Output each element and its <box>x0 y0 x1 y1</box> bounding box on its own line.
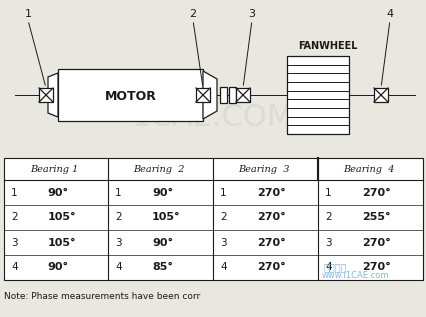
Text: 4: 4 <box>11 262 17 273</box>
Text: Bearing  4: Bearing 4 <box>342 165 393 173</box>
Text: 270°: 270° <box>361 187 390 197</box>
Text: 4: 4 <box>324 262 331 273</box>
Text: 仿真在线: 仿真在线 <box>322 262 346 272</box>
Bar <box>373 88 387 102</box>
Text: Note: Phase measurements have been corr: Note: Phase measurements have been corr <box>4 292 200 301</box>
Bar <box>228 87 236 103</box>
Text: 1CAE.COM: 1CAE.COM <box>132 103 294 133</box>
Bar <box>236 88 249 102</box>
Text: 4: 4 <box>219 262 226 273</box>
Text: FANWHEEL: FANWHEEL <box>297 41 357 51</box>
Polygon shape <box>48 73 58 117</box>
Text: 3: 3 <box>248 9 255 19</box>
Text: 4: 4 <box>115 262 121 273</box>
Bar <box>286 56 348 134</box>
Bar <box>39 88 53 102</box>
Text: 1: 1 <box>24 9 32 19</box>
Text: 3: 3 <box>115 237 121 248</box>
Text: 270°: 270° <box>256 212 285 223</box>
Text: 1: 1 <box>324 187 331 197</box>
Text: 270°: 270° <box>256 262 285 273</box>
Text: 2: 2 <box>115 212 121 223</box>
Text: 90°: 90° <box>152 237 173 248</box>
Text: MOTOR: MOTOR <box>104 89 156 102</box>
Text: 2: 2 <box>189 9 196 19</box>
Text: Bearing 1: Bearing 1 <box>30 165 78 173</box>
Text: 2: 2 <box>11 212 17 223</box>
Text: 2: 2 <box>219 212 226 223</box>
Text: 105°: 105° <box>48 212 76 223</box>
Text: 270°: 270° <box>361 262 390 273</box>
Text: 3: 3 <box>11 237 17 248</box>
Bar <box>4 158 422 280</box>
Text: Bearing  2: Bearing 2 <box>132 165 184 173</box>
Text: 105°: 105° <box>152 212 180 223</box>
Text: 90°: 90° <box>48 262 69 273</box>
Text: 1: 1 <box>11 187 17 197</box>
Text: 255°: 255° <box>361 212 390 223</box>
Text: www.i1CAE.com: www.i1CAE.com <box>320 271 388 281</box>
Bar <box>196 88 210 102</box>
Text: 270°: 270° <box>256 187 285 197</box>
Text: 270°: 270° <box>361 237 390 248</box>
Text: 90°: 90° <box>152 187 173 197</box>
Text: 85°: 85° <box>152 262 173 273</box>
Bar <box>219 87 227 103</box>
Text: 105°: 105° <box>48 237 76 248</box>
Polygon shape <box>202 71 216 119</box>
Text: 3: 3 <box>324 237 331 248</box>
Text: 1: 1 <box>115 187 121 197</box>
Text: 2: 2 <box>324 212 331 223</box>
Text: Bearing  3: Bearing 3 <box>237 165 288 173</box>
Text: 90°: 90° <box>48 187 69 197</box>
Text: 270°: 270° <box>256 237 285 248</box>
Text: 4: 4 <box>386 9 393 19</box>
Bar <box>58 69 202 121</box>
Text: 3: 3 <box>219 237 226 248</box>
Text: 1: 1 <box>219 187 226 197</box>
